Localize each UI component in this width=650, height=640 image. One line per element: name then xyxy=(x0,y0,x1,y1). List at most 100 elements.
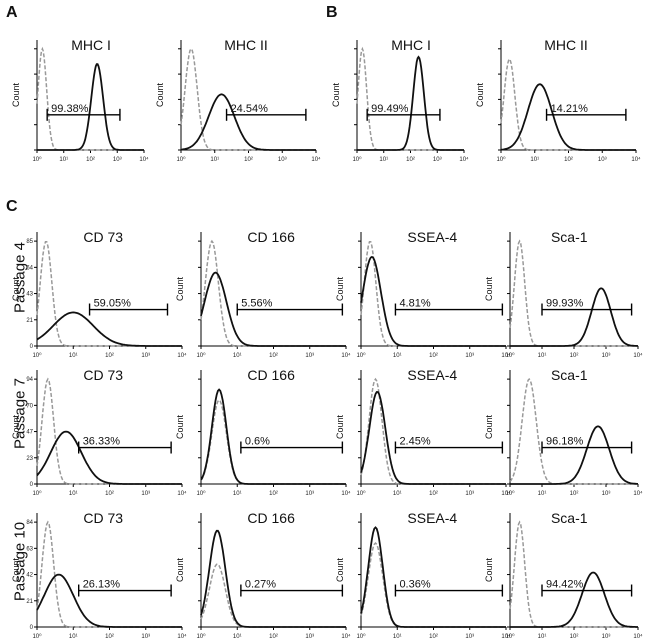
sample-histogram xyxy=(200,388,346,485)
x-tick-label: 10¹ xyxy=(69,353,78,359)
x-tick-label: 10⁰ xyxy=(505,633,515,640)
sample-histogram xyxy=(36,573,182,628)
marker-title: SSEA-4 xyxy=(407,229,457,245)
sample-histogram xyxy=(200,271,346,347)
marker-title: CD 166 xyxy=(247,229,295,245)
x-tick-label: 10¹ xyxy=(233,353,242,359)
x-tick-label: 10³ xyxy=(433,157,442,163)
x-tick-label: 10⁴ xyxy=(177,352,187,359)
x-tick-label: 10⁰ xyxy=(176,156,186,163)
marker-title: SSEA-4 xyxy=(407,510,457,526)
x-tick-label: 10⁰ xyxy=(196,490,206,497)
histogram-panel-c2: 10⁰ 10¹ 10² 10³ 10⁴ Count 5.56% CD 166 xyxy=(175,229,351,359)
control-histogram xyxy=(36,377,182,485)
sample-histogram xyxy=(360,255,506,347)
y-axis-label: Count xyxy=(475,83,485,108)
histogram-panel-c7: 10⁰ 10¹ 10² 10³ 10⁴ Count 2.45% SSEA-4 xyxy=(335,367,511,497)
x-tick-label: 10² xyxy=(105,634,114,640)
sample-histogram xyxy=(36,311,182,347)
histogram-panel-c4: 10⁰ 10¹ 10² 10³ 10⁴ Count 99.93% Sca-1 xyxy=(484,229,643,359)
x-tick-label: 10² xyxy=(429,353,438,359)
panel-letter-b: B xyxy=(326,4,338,21)
marker-title: MHC I xyxy=(71,37,111,53)
x-tick-label: 10¹ xyxy=(233,634,242,640)
x-tick-label: 10⁰ xyxy=(196,352,206,359)
x-tick-label: 10² xyxy=(105,353,114,359)
sample-histogram xyxy=(357,55,464,151)
control-histogram xyxy=(509,377,638,485)
y-tick-label: 84 xyxy=(26,520,33,526)
x-tick-label: 10² xyxy=(269,353,278,359)
histogram-panel-c12: 10⁰ 10¹ 10² 10³ 10⁴ Count 94.42% Sca-1 xyxy=(484,510,643,640)
y-axis-label: Count xyxy=(11,277,21,302)
gate-percent-label: 24.54% xyxy=(231,103,269,115)
gate-percent-label: 4.81% xyxy=(399,298,430,310)
x-tick-label: 10¹ xyxy=(379,157,388,163)
panel-letter-c: C xyxy=(6,198,18,215)
x-tick-label: 10² xyxy=(570,634,579,640)
y-axis-label: Count xyxy=(175,558,185,583)
marker-title: Sca-1 xyxy=(551,367,588,383)
control-histogram xyxy=(509,239,638,347)
control-histogram xyxy=(360,542,506,628)
x-tick-label: 10⁰ xyxy=(196,633,206,640)
x-tick-label: 10² xyxy=(269,634,278,640)
y-axis-label: Count xyxy=(175,415,185,440)
x-tick-label: 10² xyxy=(406,157,415,163)
control-histogram xyxy=(36,520,182,628)
x-tick-label: 10² xyxy=(564,157,573,163)
histogram-panel-c8: 10⁰ 10¹ 10² 10³ 10⁴ Count 96.18% Sca-1 xyxy=(484,367,643,497)
x-tick-label: 10¹ xyxy=(538,634,547,640)
control-histogram xyxy=(509,520,638,628)
x-tick-label: 10¹ xyxy=(530,157,539,163)
x-tick-label: 10³ xyxy=(141,353,150,359)
gate-percent-label: 96.18% xyxy=(546,436,584,448)
x-tick-label: 10⁴ xyxy=(501,633,511,640)
gate-percent-label: 26.13% xyxy=(83,579,121,591)
gate-percent-label: 2.45% xyxy=(399,436,430,448)
x-tick-label: 10⁰ xyxy=(496,156,506,163)
gate-percent-label: 0.36% xyxy=(399,579,430,591)
sample-histogram xyxy=(180,93,316,151)
marker-title: CD 166 xyxy=(247,367,295,383)
x-tick-label: 10¹ xyxy=(210,157,219,163)
x-tick-label: 10³ xyxy=(598,157,607,163)
x-tick-label: 10⁰ xyxy=(32,156,42,163)
x-tick-label: 10² xyxy=(269,491,278,497)
y-tick-label: 21 xyxy=(26,318,33,324)
x-tick-label: 10² xyxy=(244,157,253,163)
x-tick-label: 10⁴ xyxy=(177,490,187,497)
histogram-panel-c1: 10⁰ 10¹ 10² 10³ 10⁴ 0 21 43 64 85 Count 59.05% CD 73 xyxy=(11,229,187,359)
histogram-panel-c11: 10⁰ 10¹ 10² 10³ 10⁴ Count 0.36% SSEA-4 xyxy=(335,510,511,640)
x-tick-label: 10⁴ xyxy=(501,352,511,359)
control-histogram xyxy=(356,46,464,151)
x-tick-label: 10¹ xyxy=(233,491,242,497)
y-tick-label: 0 xyxy=(30,344,34,350)
marker-title: CD 73 xyxy=(83,229,123,245)
sample-histogram xyxy=(510,287,639,347)
y-axis-label: Count xyxy=(484,415,494,440)
panel-letter-a: A xyxy=(6,4,18,21)
marker-title: CD 166 xyxy=(247,510,295,526)
histogram-panel-c9: 10⁰ 10¹ 10² 10³ 10⁴ 0 21 42 63 84 Count 26.13% CD 73 xyxy=(11,510,187,640)
marker-title: MHC II xyxy=(544,37,588,53)
x-tick-label: 10³ xyxy=(465,634,474,640)
marker-title: Sca-1 xyxy=(551,510,588,526)
histogram-panel-b2: 10⁰ 10¹ 10² 10³ 10⁴ Count 14.21% MHC II xyxy=(475,37,641,163)
gate-percent-label: 99.93% xyxy=(546,298,584,310)
y-axis-label: Count xyxy=(484,558,494,583)
gate-percent-label: 0.6% xyxy=(245,436,270,448)
histogram-panel-c3: 10⁰ 10¹ 10² 10³ 10⁴ Count 4.81% SSEA-4 xyxy=(335,229,511,359)
histogram-panel-a1: 10⁰ 10¹ 10² 10³ 10⁴ Count 99.38% MHC I xyxy=(11,37,149,163)
gate-percent-label: 0.27% xyxy=(245,579,276,591)
control-histogram xyxy=(200,399,346,485)
x-tick-label: 10⁰ xyxy=(32,352,42,359)
marker-title: Sca-1 xyxy=(551,229,588,245)
gate-percent-label: 59.05% xyxy=(94,298,132,310)
x-tick-label: 10³ xyxy=(602,491,611,497)
y-tick-label: 43 xyxy=(26,292,33,298)
x-tick-label: 10³ xyxy=(602,634,611,640)
x-tick-label: 10² xyxy=(86,157,95,163)
x-tick-label: 10² xyxy=(105,491,114,497)
